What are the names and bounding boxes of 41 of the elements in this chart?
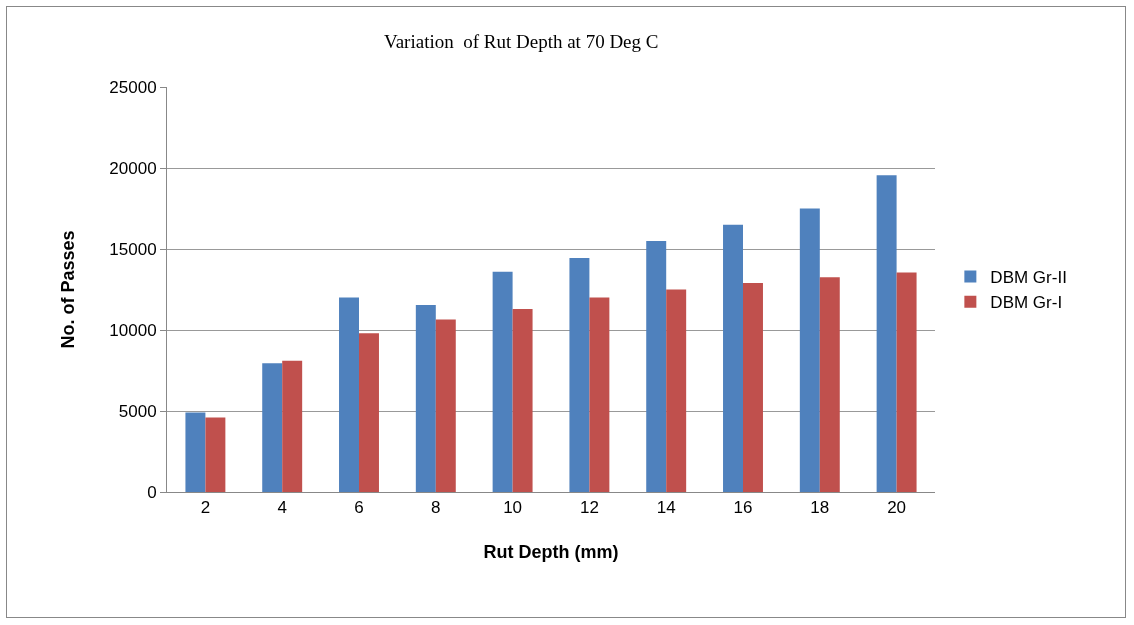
bar: [799, 208, 820, 492]
bar: [743, 283, 763, 492]
y-tick-label: 0: [147, 482, 157, 502]
y-tick-label: 15000: [109, 239, 157, 259]
bar: [359, 333, 379, 492]
legend-label: DBM Gr-I: [990, 293, 1063, 313]
x-tick-label: 4: [277, 498, 287, 518]
bar: [185, 412, 206, 492]
y-axis-title: No. of Passes: [57, 230, 78, 349]
y-tick-label: 5000: [118, 401, 157, 421]
bar: [569, 257, 590, 492]
x-tick-label: 16: [733, 498, 753, 518]
bar: [589, 297, 610, 492]
bar: [282, 360, 303, 492]
x-tick-label: 8: [431, 498, 441, 518]
bar: [876, 175, 897, 492]
bar: [512, 308, 533, 492]
bar: [492, 271, 513, 492]
y-tick-label: 10000: [109, 320, 157, 340]
bar: [666, 289, 687, 492]
bar: [415, 304, 436, 492]
bar: [646, 240, 667, 492]
y-tick-label: 25000: [109, 77, 157, 97]
legend-label: DBM Gr-II: [990, 268, 1067, 288]
x-tick-label: 2: [200, 498, 211, 518]
bar: [262, 363, 283, 492]
x-tick-label: 18: [810, 498, 830, 518]
x-axis-title: Rut Depth (mm): [483, 541, 619, 562]
bar: [435, 319, 456, 492]
bar: [339, 297, 359, 492]
y-tick-label: 20000: [109, 158, 157, 178]
x-tick-label: 10: [503, 498, 523, 518]
bar: [205, 417, 226, 492]
bar: [896, 272, 917, 492]
bar: [819, 277, 840, 492]
chart-title: Variation of Rut Depth at 70 Deg C: [384, 30, 659, 52]
bar: [723, 224, 743, 492]
x-tick-label: 12: [579, 498, 599, 518]
x-tick-label: 20: [887, 498, 907, 518]
x-tick-label: 6: [354, 498, 364, 518]
x-tick-label: 14: [656, 498, 676, 518]
